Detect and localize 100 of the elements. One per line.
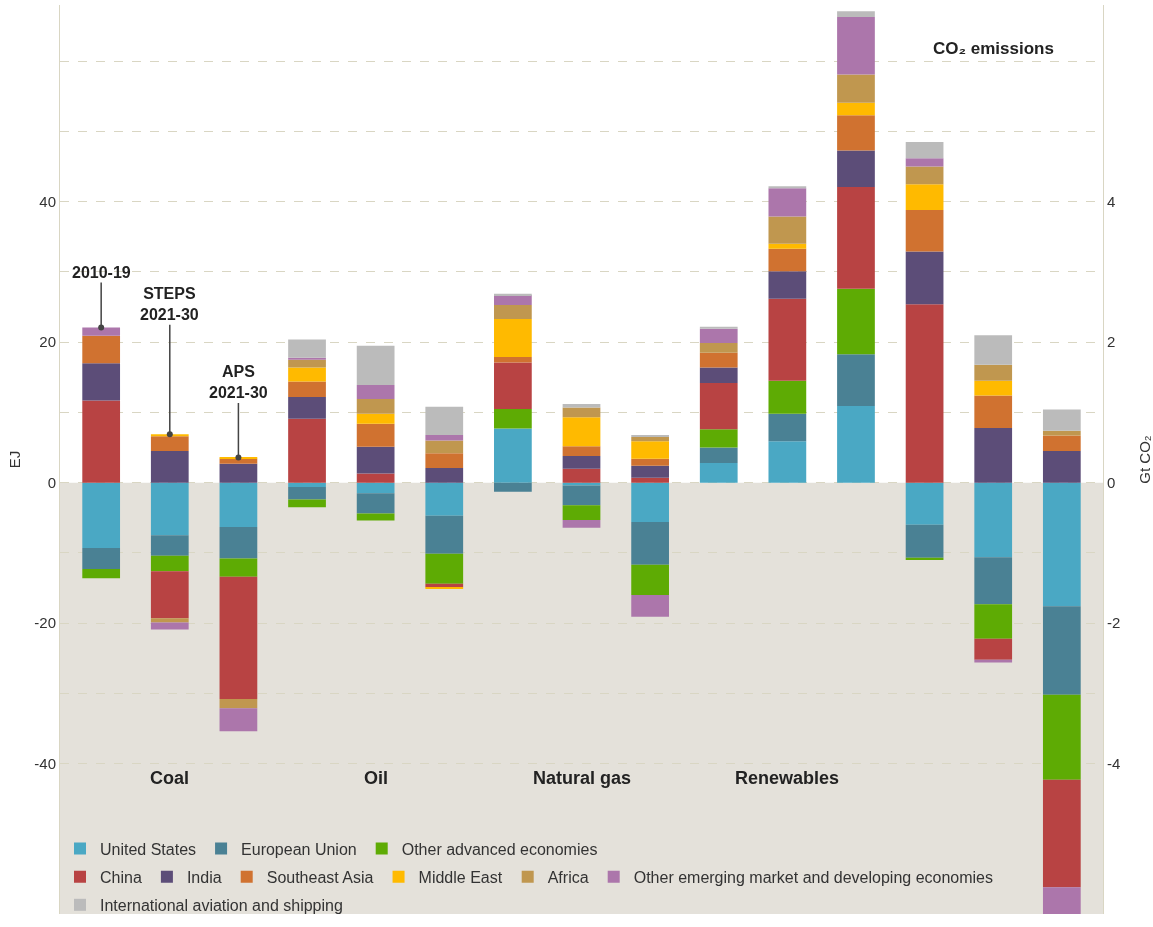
bar bbox=[974, 364, 1013, 381]
bar bbox=[356, 482, 395, 494]
legend-label: European Union bbox=[241, 840, 357, 858]
bar bbox=[219, 482, 258, 527]
bar bbox=[562, 485, 601, 506]
bar bbox=[288, 499, 326, 508]
bar bbox=[219, 576, 258, 700]
bar bbox=[288, 486, 326, 500]
bar bbox=[699, 447, 738, 464]
bar bbox=[974, 638, 1013, 660]
y-tick-label: 40 bbox=[39, 192, 56, 210]
bar bbox=[82, 400, 121, 483]
bar bbox=[974, 482, 1013, 558]
bar bbox=[356, 473, 395, 483]
bar bbox=[631, 458, 669, 466]
bar bbox=[974, 380, 1013, 396]
legend-label: Africa bbox=[547, 868, 589, 886]
legend-label: United States bbox=[100, 840, 197, 858]
bar bbox=[288, 367, 326, 382]
legend-label: Other advanced economies bbox=[401, 840, 598, 858]
bar bbox=[288, 339, 326, 358]
bar bbox=[494, 295, 532, 305]
bar bbox=[494, 304, 532, 320]
bar bbox=[562, 519, 601, 528]
bar bbox=[425, 434, 464, 441]
bar bbox=[768, 271, 807, 299]
bar bbox=[425, 515, 464, 554]
bar bbox=[974, 395, 1013, 428]
bar bbox=[768, 186, 807, 189]
bar bbox=[494, 356, 532, 363]
y2-tick-label: 2 bbox=[1107, 333, 1116, 351]
bar bbox=[562, 407, 601, 418]
bar bbox=[768, 413, 807, 442]
bar bbox=[288, 482, 326, 487]
bar bbox=[974, 427, 1013, 483]
bar bbox=[837, 186, 875, 289]
x-tick-label: Oil bbox=[364, 768, 389, 788]
legend-label: Southeast Asia bbox=[266, 868, 374, 886]
bar bbox=[699, 382, 738, 430]
bar bbox=[425, 482, 464, 516]
bar bbox=[768, 380, 807, 414]
bar bbox=[905, 158, 944, 167]
bar bbox=[905, 166, 944, 185]
bar bbox=[288, 396, 326, 419]
bar bbox=[150, 535, 189, 556]
bar bbox=[562, 468, 601, 483]
x-tick-label: Renewables bbox=[735, 768, 840, 788]
bar bbox=[82, 548, 121, 570]
bar bbox=[150, 482, 189, 536]
bar bbox=[219, 526, 258, 559]
bar bbox=[219, 463, 258, 483]
y2-tick-label: 4 bbox=[1107, 192, 1116, 210]
bar bbox=[905, 482, 944, 525]
bar bbox=[562, 417, 601, 447]
bar bbox=[1042, 779, 1081, 888]
x-tick-label: Natural gas bbox=[533, 768, 632, 788]
bar bbox=[631, 437, 669, 442]
bar bbox=[1042, 435, 1081, 452]
bar bbox=[699, 352, 738, 368]
bar bbox=[837, 406, 875, 483]
legend-label: International aviation and shipping bbox=[100, 897, 343, 915]
bar bbox=[905, 304, 944, 483]
bar bbox=[768, 243, 807, 249]
legend-label: India bbox=[186, 868, 222, 886]
bar bbox=[288, 381, 326, 397]
bar bbox=[425, 467, 464, 483]
bar bbox=[562, 446, 601, 456]
annotation: STEPS 2021-30 bbox=[140, 285, 199, 323]
bar bbox=[219, 699, 258, 709]
bar bbox=[356, 513, 395, 521]
bar bbox=[631, 595, 669, 617]
bar bbox=[768, 441, 807, 483]
bar bbox=[150, 555, 189, 572]
legend-label: China bbox=[100, 868, 142, 886]
annotation: CO₂ emissions bbox=[933, 39, 1054, 58]
bar bbox=[699, 328, 738, 343]
bar bbox=[837, 150, 875, 187]
bar bbox=[905, 251, 944, 305]
y2-tick-label: 0 bbox=[1107, 473, 1116, 491]
bar bbox=[699, 342, 738, 353]
bar bbox=[768, 216, 807, 244]
y-tick-label: 0 bbox=[47, 473, 56, 491]
legend-label: Other emerging market and developing economies bbox=[633, 868, 994, 886]
bar bbox=[494, 319, 532, 357]
bar bbox=[494, 482, 532, 492]
bar bbox=[1042, 430, 1081, 436]
bar bbox=[1042, 482, 1081, 607]
y2-tick-label: -2 bbox=[1107, 614, 1121, 632]
bar bbox=[768, 248, 807, 272]
bar bbox=[631, 564, 669, 596]
annotation: APS 2021-30 bbox=[209, 363, 268, 401]
bar bbox=[288, 357, 326, 360]
bar bbox=[905, 524, 944, 558]
bar bbox=[631, 522, 669, 565]
bar bbox=[631, 441, 669, 459]
bar bbox=[562, 455, 601, 469]
bar bbox=[288, 359, 326, 368]
bar bbox=[288, 418, 326, 483]
x-tick-label: Coal bbox=[150, 768, 190, 788]
bar bbox=[974, 659, 1013, 663]
